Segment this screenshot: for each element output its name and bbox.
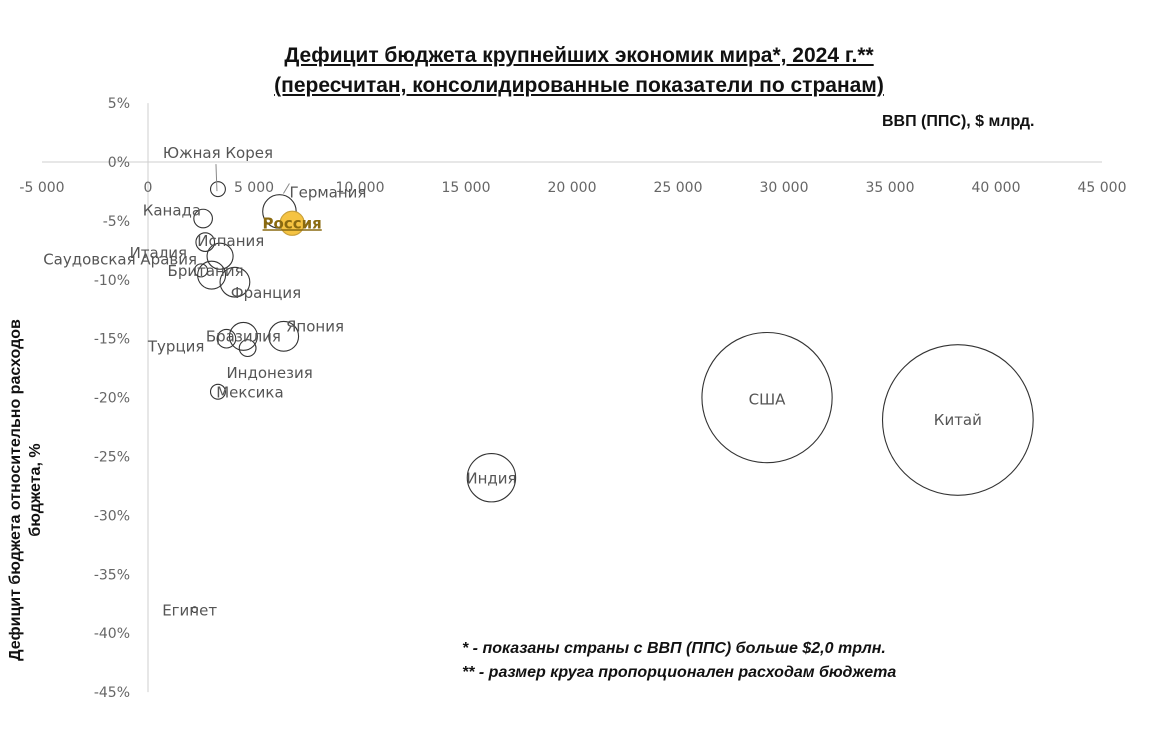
y-tick-label: -40% (94, 626, 130, 642)
leader-line-korea (215, 164, 218, 192)
bubble-label-Франция: Франция (231, 284, 301, 302)
bubble-Канада (193, 208, 213, 229)
leader-line-germany (283, 183, 290, 194)
y-tick-label: -15% (94, 332, 130, 348)
y-tick-label: -5% (103, 214, 130, 230)
y-tick-label: -20% (94, 391, 130, 407)
x-tick-label: 10 000 (336, 180, 385, 196)
bubble-label-Россия: Россия (263, 214, 322, 232)
bubble-Мексика (209, 383, 226, 400)
x-tick-label: 45 000 (1078, 180, 1127, 196)
bubble-Саудовская Аравия (193, 263, 209, 278)
x-tick-label: 40 000 (972, 180, 1021, 196)
bubble-label-Саудовская Аравия: Саудовская Аравия (43, 250, 197, 268)
bubble-Британия (197, 260, 227, 290)
footnote-1: * - показаны страны с ВВП (ППС) больше $… (462, 640, 886, 657)
bubble-label-Египет: Египет (162, 602, 217, 620)
bubble-Турция (216, 328, 237, 349)
bubble-label-Канада: Канада (143, 202, 201, 220)
y-tick-label: -30% (94, 508, 130, 524)
bubble-label-Индонезия: Индонезия (226, 364, 312, 382)
bubble-label-Бразилия: Бразилия (206, 327, 281, 345)
bubble-label-Мексика: Мексика (216, 384, 283, 402)
x-tick-label: -5 000 (19, 180, 64, 196)
bubble-Китай (881, 344, 1034, 496)
y-tick-label: 0% (108, 155, 130, 171)
bubble-Индия (466, 452, 517, 503)
y-tick-label: -25% (94, 450, 130, 466)
chart-subtitle: (пересчитан, консолидированные показател… (274, 74, 884, 97)
y-tick-label: -45% (94, 685, 130, 701)
y-tick-label: 5% (108, 96, 130, 112)
bubble-label-Германия: Германия (289, 183, 366, 201)
bubble-Египет (191, 606, 198, 613)
bubble-Испания (195, 232, 216, 252)
x-tick-label: 20 000 (548, 180, 597, 196)
x-tick-label: 30 000 (760, 180, 809, 196)
bubble-Франция (219, 266, 251, 298)
bubble-Южная Корея (209, 181, 226, 198)
bubble-label-Южная Корея: Южная Корея (163, 144, 273, 162)
x-tick-label: 25 000 (654, 180, 703, 196)
x-axis-title: ВВП (ППС), $ млрд. (882, 113, 1035, 130)
x-tick-label: 15 000 (442, 180, 491, 196)
bubble-label-Британия: Британия (168, 262, 244, 280)
bubble-Италия (206, 242, 234, 270)
bubble-США (701, 331, 833, 464)
bubble-label-Турция: Турция (147, 338, 205, 356)
bubble-label-Китай: Китай (934, 411, 982, 429)
footnote-2: ** - размер круга пропорционален расхода… (462, 664, 897, 681)
x-tick-label: 5 000 (234, 180, 274, 196)
bubble-Россия (279, 210, 305, 236)
bubble-label-Япония: Япония (286, 317, 344, 335)
x-tick-label: 35 000 (866, 180, 915, 196)
bubble-Индонезия (238, 339, 257, 358)
bubble-Бразилия (228, 321, 258, 351)
y-tick-label: -10% (94, 273, 130, 289)
y-tick-label: -35% (94, 567, 130, 583)
bubble-Япония (268, 320, 300, 352)
bubble-label-Испания: Испания (197, 232, 264, 250)
chart-title: Дефицит бюджета крупнейших экономик мира… (284, 44, 874, 67)
bubble-label-США: США (749, 391, 787, 409)
bubble-label-Италия: Италия (130, 244, 188, 262)
x-tick-label: 0 (144, 180, 153, 196)
bubble-label-Индия: Индия (466, 470, 516, 488)
